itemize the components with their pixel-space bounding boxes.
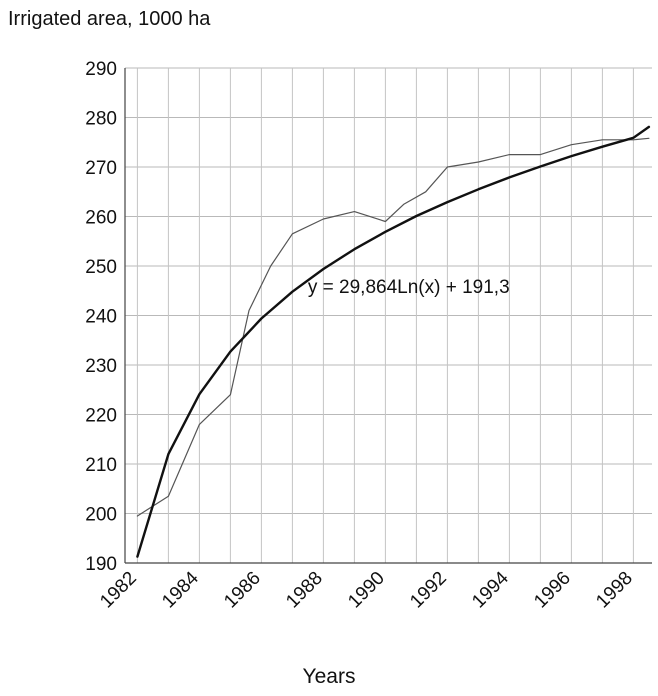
- y-tick-label: 230: [85, 356, 117, 377]
- x-tick-label: 1996: [530, 568, 575, 613]
- y-tick-label: 260: [85, 208, 117, 229]
- equation-annotation: y = 29,864Ln(x) + 191,3: [308, 277, 510, 298]
- y-tick-label: 190: [85, 554, 117, 575]
- x-tick-label: 1994: [468, 567, 513, 612]
- x-axis-label: Years: [302, 665, 356, 688]
- axes: [124, 68, 652, 564]
- x-tick-label: 1992: [406, 568, 451, 613]
- y-tick-label: 250: [85, 257, 117, 278]
- x-tick-label: 1986: [220, 568, 265, 613]
- annotations: y = 29,864Ln(x) + 191,3: [308, 277, 510, 298]
- chart-title: Irrigated area, 1000 ha: [8, 8, 211, 30]
- x-tick-label: 1998: [592, 568, 637, 613]
- y-tick-label: 220: [85, 406, 117, 427]
- x-tick-label: 1984: [158, 567, 203, 612]
- observed-line: [136, 137, 650, 517]
- trend-line: [136, 125, 651, 558]
- y-tick-label: 290: [85, 59, 117, 80]
- y-tick-label: 200: [85, 505, 117, 526]
- grid: [125, 67, 652, 564]
- y-tick-label: 270: [85, 158, 117, 179]
- y-tick-label: 280: [85, 109, 117, 130]
- x-tick-label: 1990: [344, 568, 389, 613]
- y-tick-label: 210: [85, 455, 117, 476]
- y-tick-label: 240: [85, 307, 117, 328]
- series: [136, 125, 651, 558]
- x-tick-label: 1988: [282, 568, 327, 613]
